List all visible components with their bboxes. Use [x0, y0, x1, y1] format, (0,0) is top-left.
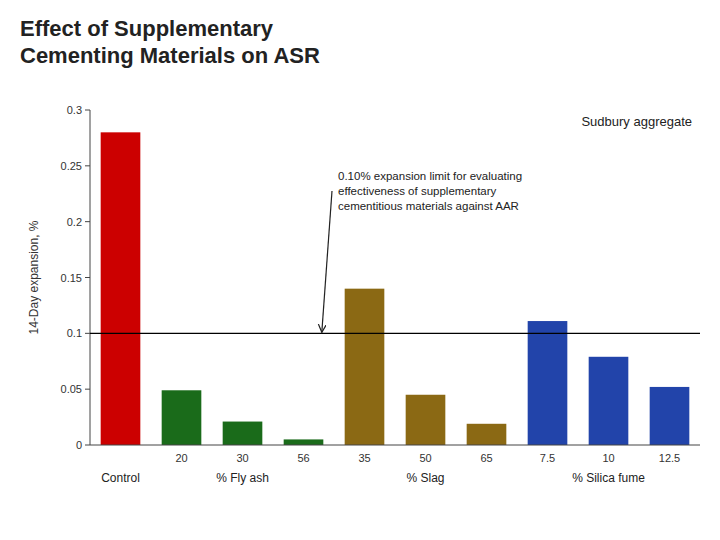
y-tick	[85, 333, 90, 334]
bar	[101, 132, 141, 445]
bar	[467, 424, 507, 445]
title: Effect of SupplementaryCementing Materia…	[20, 16, 320, 68]
annotation-arrow	[322, 191, 332, 332]
group-label: % Fly ash	[216, 471, 269, 485]
bars	[101, 132, 690, 445]
y-tick-label: 0	[76, 439, 82, 451]
chart: Effect of SupplementaryCementing Materia…	[0, 0, 720, 540]
y-axis	[90, 110, 91, 445]
y-tick-label: 0.2	[67, 216, 82, 228]
y-axis-label: 14-Day expansion, %	[27, 220, 41, 334]
bar	[528, 321, 568, 445]
y-tick-label: 0.15	[61, 272, 82, 284]
x-tick-label: 20	[175, 452, 187, 464]
bar	[284, 439, 324, 445]
note: Sudbury aggregate	[581, 114, 692, 129]
bar	[223, 422, 263, 445]
x-tick-label: 12.5	[659, 452, 680, 464]
group-label: % Silica fume	[572, 471, 645, 485]
y-tick	[85, 221, 90, 222]
y-tick-label: 0.3	[67, 104, 82, 116]
bar	[162, 390, 202, 445]
y-tick	[85, 110, 90, 111]
y-tick-label: 0.05	[61, 383, 82, 395]
y-tick	[85, 165, 90, 166]
group-label: % Slag	[406, 471, 444, 485]
annotation: 0.10% expansion limit for evaluatingeffe…	[338, 170, 522, 212]
bar	[345, 289, 385, 445]
x-tick-label: 56	[297, 452, 309, 464]
bar	[650, 387, 690, 445]
group-label: Control	[101, 471, 140, 485]
y-tick-label: 0.25	[61, 160, 82, 172]
y-tick-label: 0.1	[67, 327, 82, 339]
x-tick-label: 30	[236, 452, 248, 464]
x-tick-label: 50	[419, 452, 431, 464]
reference-line	[90, 333, 700, 334]
x-tick-label: 10	[602, 452, 614, 464]
x-tick-label: 65	[480, 452, 492, 464]
y-tick	[85, 389, 90, 390]
x-tick-label: 7.5	[540, 452, 555, 464]
y-tick	[85, 277, 90, 278]
bar	[406, 395, 446, 445]
x-axis	[90, 445, 700, 446]
bar	[589, 357, 629, 445]
x-tick-label: 35	[358, 452, 370, 464]
y-tick	[85, 445, 90, 446]
